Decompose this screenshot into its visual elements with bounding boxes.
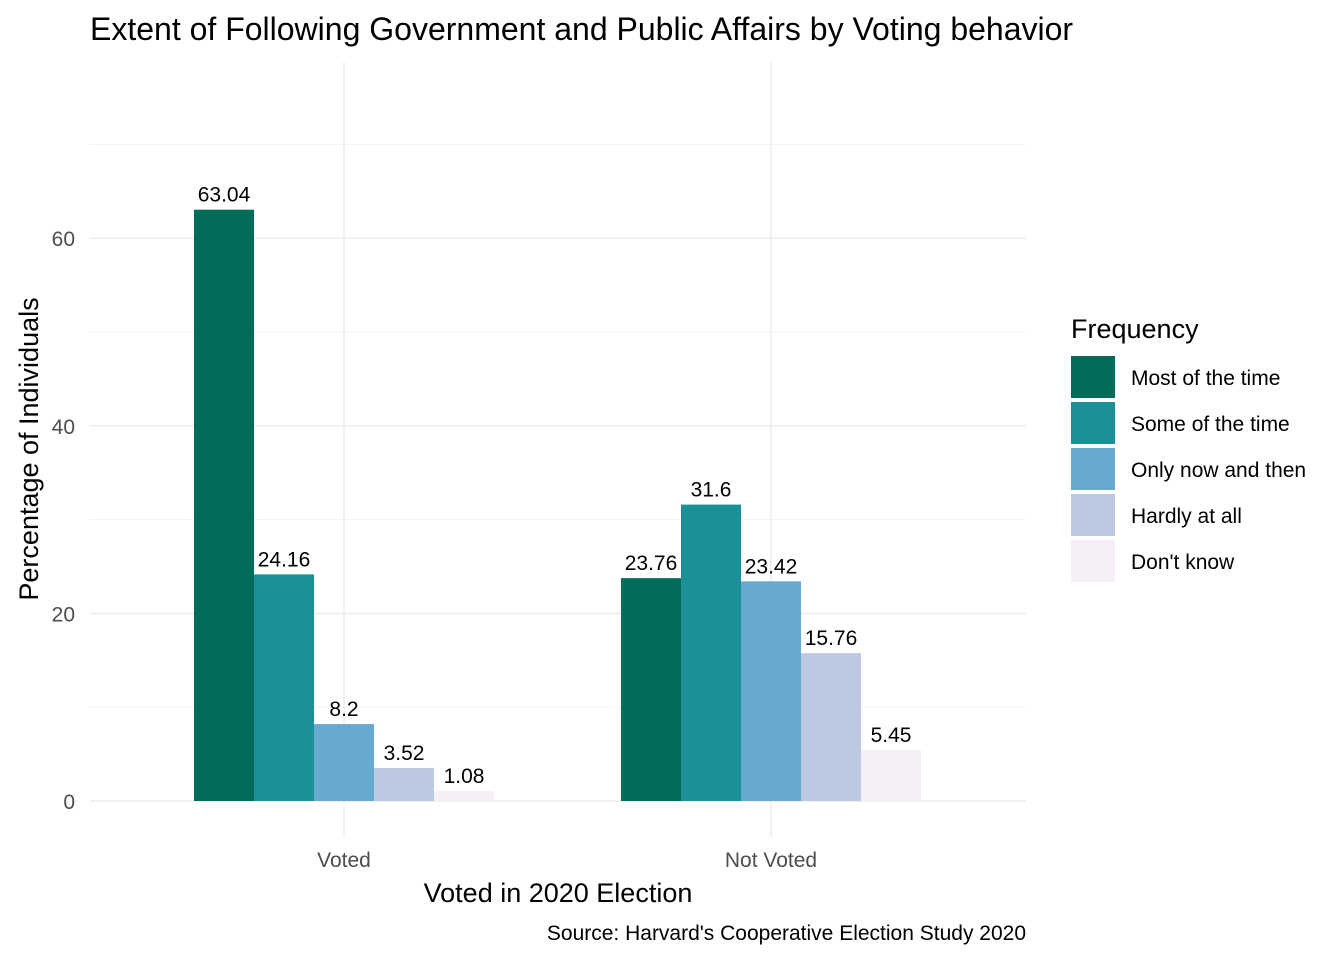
legend-key (1071, 540, 1115, 582)
bar (194, 209, 254, 801)
legend-label: Only now and then (1131, 459, 1306, 482)
legend-title: Frequency (1071, 314, 1199, 344)
bar-value-label: 31.6 (691, 479, 732, 502)
bars (194, 209, 921, 801)
x-tick-label: Not Voted (725, 849, 817, 872)
y-tick-label: 40 (52, 416, 75, 439)
bar-value-label: 1.08 (444, 765, 485, 788)
bar-value-label: 23.76 (625, 552, 678, 575)
bar-labels: 63.04 24.16 8.2 3.52 1.08 23.76 31.6 23.42 15.76… (198, 184, 912, 788)
legend-key (1071, 356, 1115, 398)
bar (741, 581, 801, 801)
y-tick-label: 0 (63, 791, 75, 814)
bar-value-label: 15.76 (805, 627, 858, 650)
bar-value-label: 3.52 (384, 742, 425, 765)
chart-title: Extent of Following Government and Publi… (90, 11, 1073, 47)
bar-value-label: 63.04 (198, 184, 251, 207)
bar-value-label: 23.42 (745, 555, 798, 578)
bar-value-label: 8.2 (329, 698, 358, 721)
x-axis-title: Voted in 2020 Election (424, 878, 693, 908)
source-caption: Source: Harvard's Cooperative Election S… (547, 922, 1026, 945)
bar (374, 767, 434, 801)
x-axis-ticks: Voted Not Voted (317, 849, 817, 872)
bar (681, 504, 741, 801)
y-tick-label: 60 (52, 228, 75, 251)
bar (801, 653, 861, 801)
bar (434, 790, 494, 801)
legend-key (1071, 494, 1115, 536)
legend-key (1071, 402, 1115, 444)
legend-label: Hardly at all (1131, 505, 1242, 528)
legend-label: Don't know (1131, 551, 1235, 574)
y-axis-ticks: 0 20 40 60 (52, 228, 75, 814)
legend-items: Most of the time Some of the time Only now… (1071, 356, 1306, 582)
bar (254, 574, 314, 801)
y-tick-label: 20 (52, 603, 75, 626)
legend-label: Some of the time (1131, 413, 1290, 436)
bar (621, 578, 681, 801)
x-tick-label: Voted (317, 849, 371, 872)
bar (314, 724, 374, 801)
legend: Frequency Most of the time Some of the ti… (1071, 314, 1306, 582)
bar-value-label: 5.45 (871, 724, 912, 747)
bar (861, 749, 921, 801)
bar-value-label: 24.16 (258, 548, 311, 571)
y-axis-title: Percentage of Individuals (14, 297, 44, 600)
legend-label: Most of the time (1131, 367, 1280, 390)
legend-key (1071, 448, 1115, 490)
